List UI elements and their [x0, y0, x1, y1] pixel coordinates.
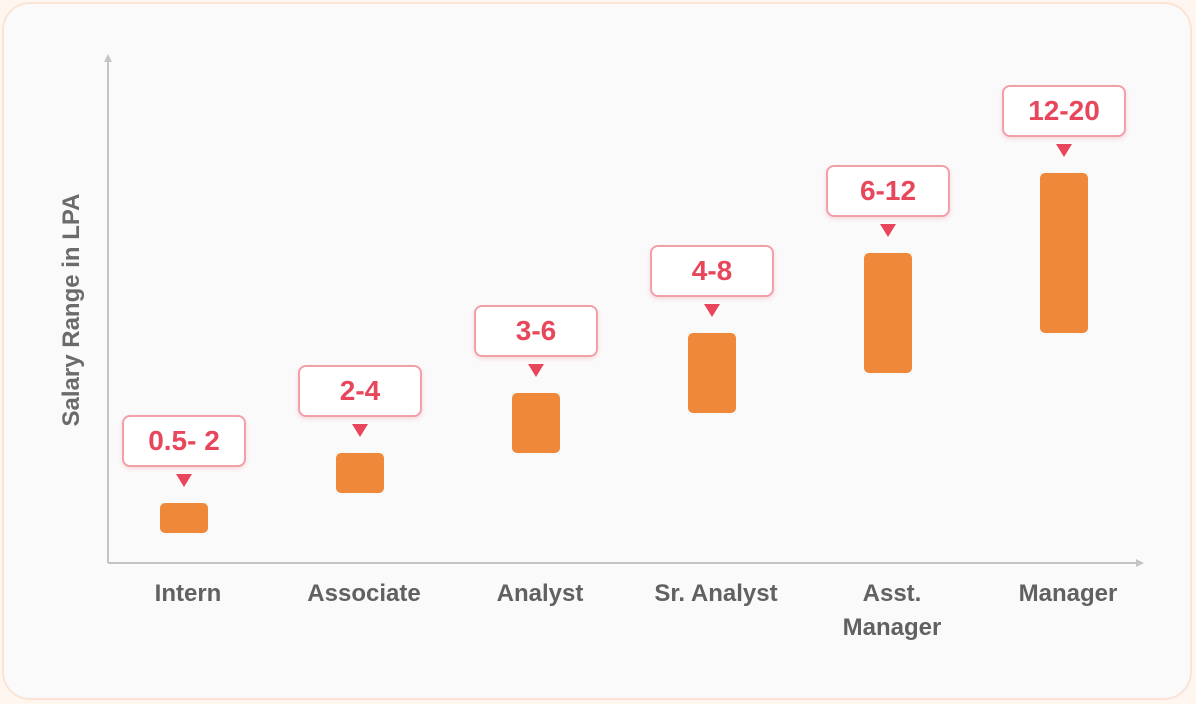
x-tick-label-2: Analyst	[496, 580, 584, 607]
value-label-2: 3-6	[474, 305, 598, 357]
value-label-3: 4-8	[650, 245, 774, 297]
x-tick-label-0: Intern	[154, 580, 222, 607]
bar-0	[160, 503, 208, 533]
value-label-0: 0.5- 2	[122, 415, 246, 467]
bar-3	[688, 333, 736, 413]
label-pointer-5	[1056, 144, 1072, 157]
x-tick-label-1: Associate	[307, 580, 421, 607]
value-label-5: 12-20	[1002, 85, 1126, 137]
label-pointer-3	[704, 304, 720, 317]
label-pointer-1	[352, 424, 368, 437]
x-tick-label-3: Sr. Analyst	[654, 580, 778, 607]
value-label-4: 6-12	[826, 165, 950, 217]
bar-2	[512, 393, 560, 453]
bar-1	[336, 453, 384, 493]
bar-4	[864, 253, 912, 373]
value-label-1: 2-4	[298, 365, 422, 417]
bar-5	[1040, 173, 1088, 333]
x-tick-label-4: Asst. Manager	[842, 580, 942, 641]
label-pointer-4	[880, 224, 896, 237]
label-pointer-0	[176, 474, 192, 487]
bar-group	[160, 144, 1088, 533]
x-tick-label-5: Manager	[1018, 580, 1118, 607]
label-pointer-2	[528, 364, 544, 377]
y-axis-label: Salary Range in LPA	[58, 193, 85, 427]
